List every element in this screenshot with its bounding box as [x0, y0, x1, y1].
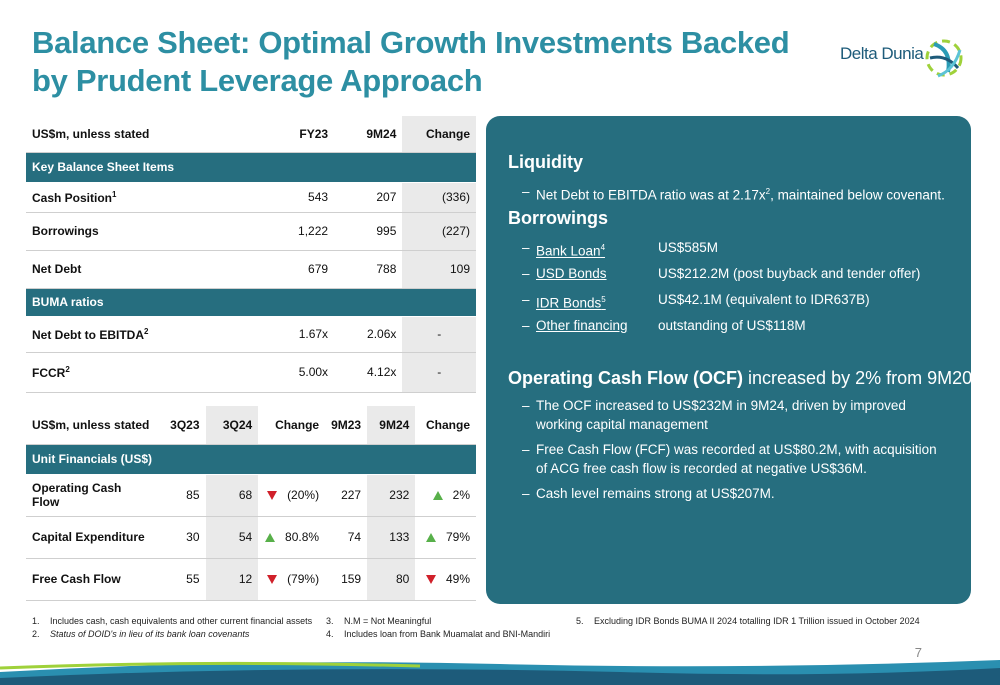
up-arrow-icon: [425, 533, 436, 543]
section-row: Unit Financials (US$): [26, 444, 476, 475]
cell-fy23: 1.67x: [239, 316, 335, 353]
page-title: Balance Sheet: Optimal Growth Investment…: [32, 25, 790, 98]
cell-change: (227): [402, 212, 476, 251]
row-label: FCCR2: [26, 352, 240, 393]
company-logo: Delta Dunia: [840, 30, 963, 86]
header-change: Change: [402, 116, 476, 153]
up-arrow-icon: [432, 491, 443, 501]
down-arrow-icon: [425, 575, 436, 585]
row-label: Free Cash Flow: [26, 558, 156, 601]
footnote-3: 3. N.M = Not Meaningful: [326, 616, 432, 626]
footnote-1: 1. Includes cash, cash equivalents and ot…: [32, 616, 313, 626]
row-label: Cash Position1: [26, 182, 240, 213]
unit-financials-table: US$m, unless stated 3Q23 3Q24 Change 9M2…: [26, 406, 476, 601]
section-row: BUMA ratios: [26, 288, 476, 317]
header-9m23: 9M23: [325, 406, 368, 445]
table-row: Operating Cash Flow 85 68 (20%) 227 232 …: [26, 474, 476, 517]
header-9m24: 9M24: [334, 116, 403, 153]
header-3q24: 3Q24: [205, 406, 259, 445]
cell-9m24: 2.06x: [334, 316, 403, 353]
ocf-heading: Operating Cash Flow (OCF) increased by 2…: [508, 368, 993, 388]
logo-text: Delta Dunia: [840, 44, 924, 63]
cell-fy23: 1,222: [239, 212, 335, 251]
cell-3q23: 55: [155, 558, 206, 601]
footer-swoosh: [0, 660, 1000, 685]
cell-change-q: (79%): [258, 558, 326, 601]
section-label: Key Balance Sheet Items: [26, 152, 476, 183]
cell-9m24: 80: [367, 558, 416, 601]
cell-9m24: 788: [334, 250, 403, 289]
row-label: Borrowings: [26, 212, 240, 251]
section-label: Unit Financials (US$): [26, 444, 476, 475]
footnote-4: 4. Includes loan from Bank Muamalat and B…: [326, 629, 551, 639]
cell-9m23: 159: [325, 558, 368, 601]
page-number: 7: [914, 645, 922, 660]
cell-change-m: 49%: [415, 558, 476, 601]
globe-icon: [925, 39, 963, 78]
table-row: Borrowings 1,222 995 (227): [26, 212, 476, 251]
cell-3q24: 54: [205, 516, 259, 559]
cell-3q23: 85: [155, 474, 206, 517]
table-row: Cash Position1 543 207 (336): [26, 182, 476, 213]
cell-change: -: [402, 316, 476, 353]
down-arrow-icon: [267, 575, 278, 585]
section-label: BUMA ratios: [26, 288, 476, 317]
cell-9m23: 227: [325, 474, 368, 517]
down-arrow-icon: [267, 491, 278, 501]
cell-fy23: 5.00x: [239, 352, 335, 393]
borrowing-item: – Other financing outstanding of US$118M: [522, 318, 806, 333]
cell-change-m: 79%: [415, 516, 476, 559]
cell-9m24: 133: [367, 516, 416, 559]
cell-fy23: 679: [239, 250, 335, 289]
table-row: Net Debt 679 788 109: [26, 250, 476, 289]
cell-3q24: 68: [205, 474, 259, 517]
header-label: US$m, unless stated: [26, 406, 156, 445]
header-fy23: FY23: [239, 116, 335, 153]
cell-fy23: 543: [239, 182, 335, 213]
header-label: US$m, unless stated: [26, 116, 240, 153]
header-change-m: Change: [415, 406, 476, 445]
ocf-bullet: – The OCF increased to US$232M in 9M24, d…: [522, 398, 906, 432]
cell-change-q: 80.8%: [258, 516, 326, 559]
table-header-row: US$m, unless stated 3Q23 3Q24 Change 9M2…: [26, 406, 476, 445]
row-label: Net Debt: [26, 250, 240, 289]
cell-change: (336): [402, 182, 476, 213]
section-row: Key Balance Sheet Items: [26, 152, 476, 183]
header-3q23: 3Q23: [155, 406, 206, 445]
table-row: Net Debt to EBITDA2 1.67x 2.06x -: [26, 316, 476, 353]
cell-9m23: 74: [325, 516, 368, 559]
cell-9m24: 207: [334, 182, 403, 213]
header-9m24: 9M24: [367, 406, 416, 445]
cell-change-m: 2%: [415, 474, 476, 517]
cell-3q24: 12: [205, 558, 259, 601]
cell-3q23: 30: [155, 516, 206, 559]
cell-9m24: 995: [334, 212, 403, 251]
cell-9m24: 4.12x: [334, 352, 403, 393]
borrowings-heading: Borrowings: [508, 208, 609, 228]
header-change-q: Change: [258, 406, 326, 445]
borrowing-item: – IDR Bonds5 US$42.1M (equivalent to IDR63…: [522, 292, 870, 311]
commentary-panel: Liquidity – Net Debt to EBITDA ratio was…: [486, 116, 992, 604]
cell-change-q: (20%): [258, 474, 326, 517]
row-label: Net Debt to EBITDA2: [26, 316, 240, 353]
up-arrow-icon: [265, 533, 276, 543]
table-row: FCCR2 5.00x 4.12x -: [26, 352, 476, 393]
borrowing-item: – USD Bonds US$212.2M (post buyback and te…: [522, 266, 921, 281]
row-label: Operating Cash Flow: [26, 474, 156, 517]
cell-change: -: [402, 352, 476, 393]
cell-9m24: 232: [367, 474, 416, 517]
footnote-2: 2. Status of DOID's in lieu of its bank l…: [32, 629, 250, 639]
table-row: Free Cash Flow 55 12 (79%) 159 80 49%: [26, 558, 476, 601]
liquidity-heading: Liquidity: [508, 152, 583, 172]
row-label: Capital Expenditure: [26, 516, 156, 559]
balance-sheet-table: US$m, unless stated FY23 9M24 Change Key…: [26, 116, 476, 393]
table-header-row: US$m, unless stated FY23 9M24 Change: [26, 116, 476, 153]
table-row: Capital Expenditure 30 54 80.8% 74 133 7…: [26, 516, 476, 559]
footnote-5: 5. Excluding IDR Bonds BUMA II 2024 total…: [576, 616, 920, 626]
ocf-bullet: – Free Cash Flow (FCF) was recorded at US…: [522, 442, 937, 476]
cell-change: 109: [402, 250, 476, 289]
borrowing-item: – Bank Loan4 US$585M: [522, 240, 719, 259]
ocf-bullet: – Cash level remains strong at US$207M.: [522, 486, 775, 501]
